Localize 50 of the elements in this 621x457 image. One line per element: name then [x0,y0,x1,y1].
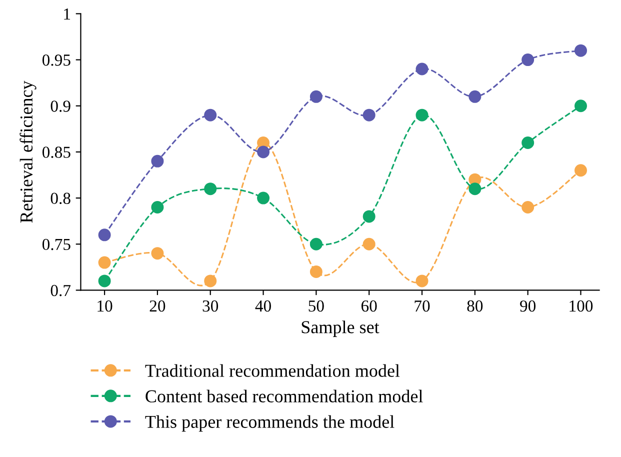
point [362,108,376,122]
y-tick-label: 0.75 [42,238,70,250]
point [98,256,111,269]
x-tick-label: 10 [98,300,112,312]
point [522,54,534,66]
x-tick-label: 60 [361,300,377,312]
point [310,238,322,250]
legend-label: This paper recommends the model [145,415,394,432]
point [310,266,322,278]
y-tick-label: 0.9 [50,100,70,112]
point [98,228,111,242]
point [574,164,587,177]
point [204,182,217,196]
point [574,100,587,112]
point [204,108,217,122]
point [151,154,164,168]
x-tick-label: 70 [414,300,430,312]
x-tick-label: 90 [520,300,536,312]
point [310,90,322,103]
point [522,136,534,149]
point [257,192,270,204]
x-tick-label: 50 [308,300,324,312]
y-tick-label: 0.7 [50,284,71,296]
point [416,274,428,288]
x-tick-label: 40 [255,300,271,312]
point [362,210,376,223]
point [416,62,428,76]
point [522,201,534,214]
x-tick-label: 30 [202,300,218,312]
point [151,247,164,260]
point [468,90,482,103]
point [468,182,482,196]
point [257,146,270,158]
point [574,44,587,57]
point [151,201,164,214]
y-tick-label: 0.8 [50,192,70,204]
x-tick-label: 80 [467,300,483,312]
x-tick-label: 20 [150,300,166,312]
y-axis-title: Retrieval efficiency [20,80,36,223]
x-tick-label: 100 [570,300,593,312]
point [204,274,217,288]
legend-label: Content based recommendation model [146,390,423,402]
point [362,238,376,250]
point [98,274,111,288]
y-tick-label: 1 [64,8,70,20]
y-tick-label: 0.85 [42,146,70,158]
y-tick-label: 0.95 [42,54,70,66]
point [416,108,428,122]
x-axis-title: Sample set [302,320,380,337]
legend-label: Traditional recommendation model [145,364,400,377]
